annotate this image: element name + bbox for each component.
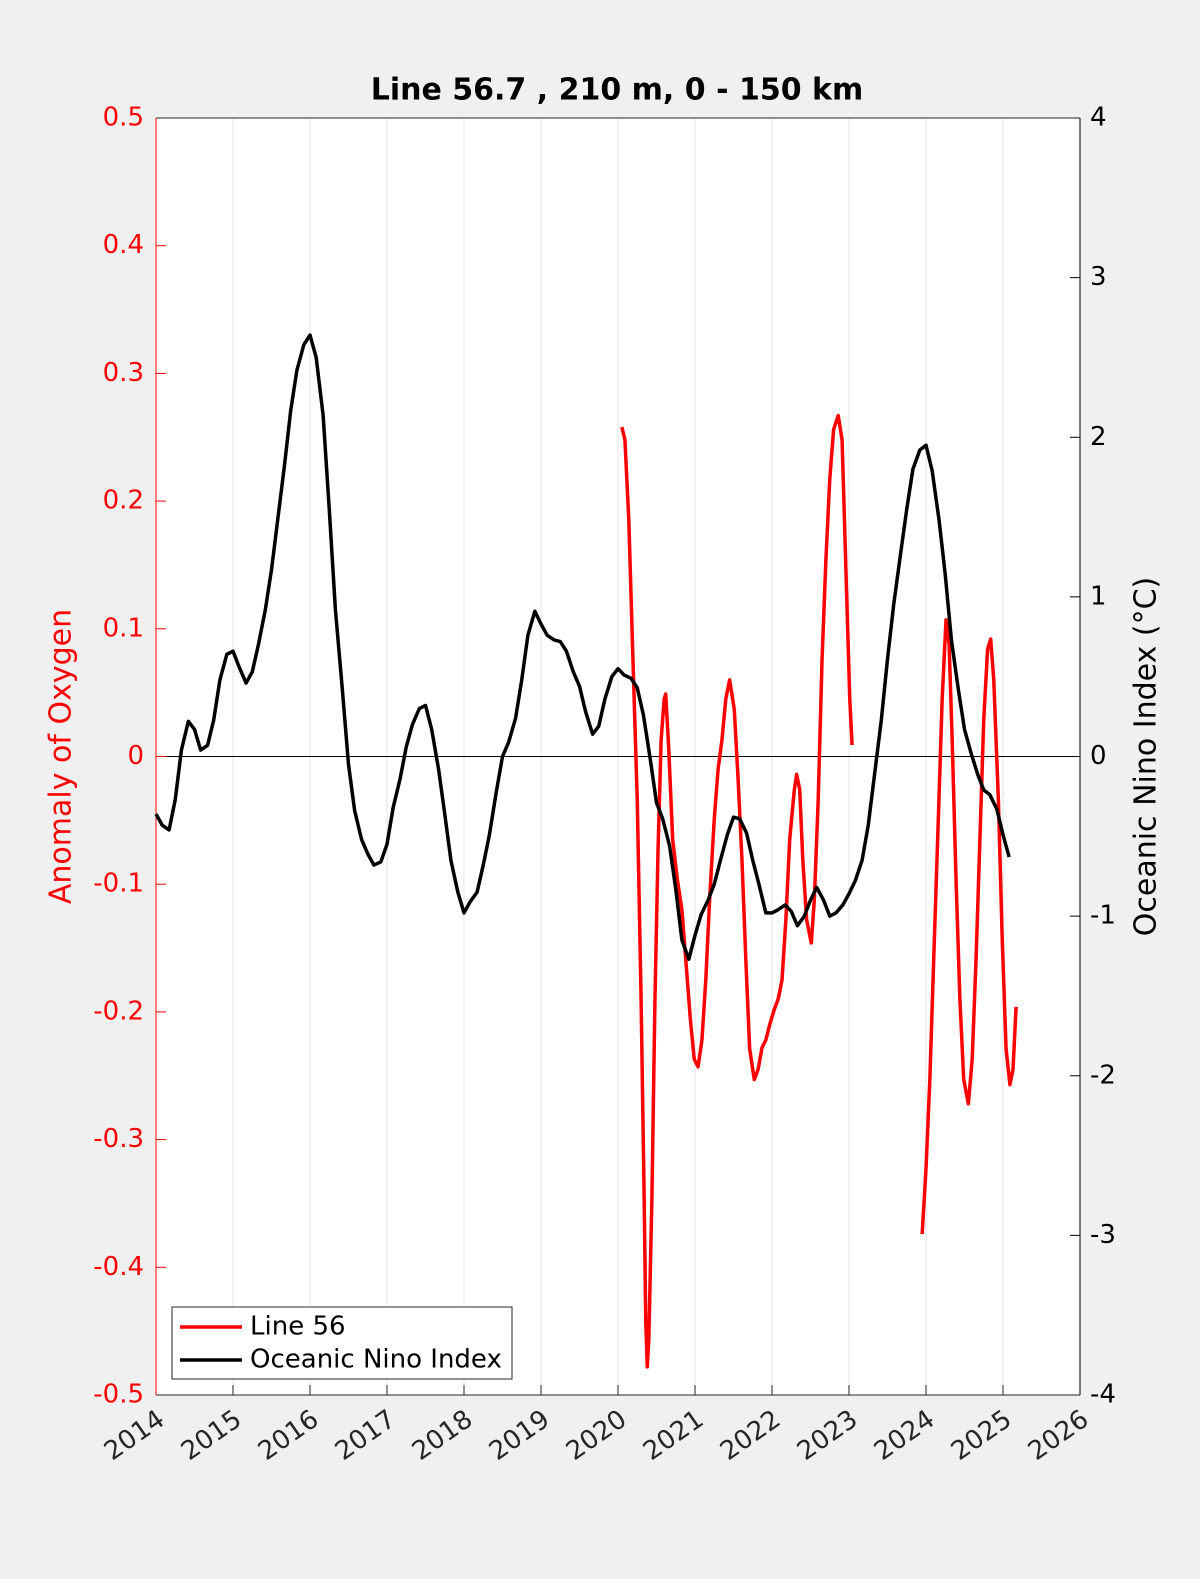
y2-tick-label: -4 bbox=[1090, 1380, 1116, 1410]
y-tick-label: -0.2 bbox=[93, 996, 144, 1026]
y-tick-label: -0.3 bbox=[93, 1124, 144, 1154]
y-tick-label: -0.5 bbox=[93, 1380, 144, 1410]
y-axis-label: Anomaly of Oxygen bbox=[44, 609, 79, 904]
y-tick-label: -0.4 bbox=[93, 1252, 144, 1282]
y-tick-label: 0.5 bbox=[103, 103, 144, 133]
chart-title: Line 56.7 , 210 m, 0 - 150 km bbox=[371, 73, 864, 108]
y2-tick-label: 1 bbox=[1090, 581, 1107, 611]
y-tick-label: 0.1 bbox=[103, 613, 144, 643]
y2-tick-label: 4 bbox=[1090, 103, 1107, 133]
legend-box bbox=[171, 1306, 513, 1380]
y-tick-label: 0.4 bbox=[103, 230, 144, 260]
y2-tick-label: 0 bbox=[1090, 741, 1107, 771]
y2-tick-label: -2 bbox=[1090, 1060, 1116, 1090]
y-tick-label: 0 bbox=[127, 741, 144, 771]
data-line bbox=[620, 413, 1018, 1369]
legend-label: Line 56 bbox=[250, 1312, 346, 1342]
y2-tick-label: -1 bbox=[1090, 901, 1116, 931]
y-tick-label: -0.1 bbox=[93, 869, 144, 899]
y2-axis-label: Oceanic Nino Index (°C) bbox=[1129, 577, 1164, 937]
data-line bbox=[154, 333, 1011, 961]
y-tick-label: 0.3 bbox=[103, 358, 144, 388]
y2-tick-label: -3 bbox=[1090, 1220, 1116, 1250]
y2-tick-label: 2 bbox=[1090, 422, 1107, 452]
y-tick-label: 0.2 bbox=[103, 486, 144, 516]
y2-tick-label: 3 bbox=[1090, 262, 1107, 292]
legend-label: Oceanic Nino Index bbox=[250, 1345, 502, 1375]
